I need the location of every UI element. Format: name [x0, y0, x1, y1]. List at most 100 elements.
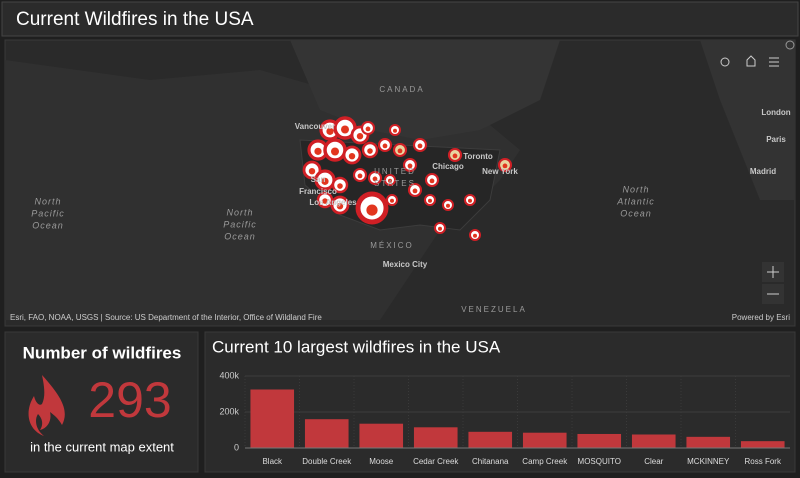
x-tick-label: Camp Creek [522, 457, 568, 466]
fire-core [314, 147, 322, 155]
x-tick-label: Chitanana [472, 457, 509, 466]
fire-core [452, 153, 458, 159]
fire-core [357, 173, 363, 179]
fire-core [388, 178, 392, 183]
map-label: STATES [374, 179, 416, 188]
map-label: New York [482, 167, 518, 176]
fire-core [473, 233, 477, 238]
header [1, 1, 799, 37]
y-tick-label: 200k [219, 406, 239, 416]
map-label: North [622, 184, 649, 194]
bar [686, 436, 731, 448]
search-button[interactable] [715, 52, 737, 74]
powered-by: Powered by Esri [732, 313, 790, 322]
bar [359, 423, 404, 448]
x-tick-label: Cedar Creek [413, 457, 459, 466]
fire-core [412, 188, 418, 194]
x-tick-label: MCKINNEY [687, 457, 730, 466]
fire-core [446, 203, 450, 208]
fire-core [468, 198, 472, 203]
fire-core [326, 127, 334, 135]
home-button[interactable] [746, 55, 756, 67]
bar [468, 431, 513, 448]
map-label: Pacific [223, 219, 257, 229]
bar [577, 433, 622, 448]
map-label: North [226, 207, 253, 217]
fire-core [366, 204, 378, 216]
y-tick-label: 400k [219, 370, 239, 380]
fire-core [308, 168, 316, 175]
fire-icon [28, 375, 65, 436]
x-tick-label: MOSQUITO [578, 457, 621, 466]
bar-chart: 0 200k 400k Black Double Creek Moose Cedar Cre… [219, 370, 790, 466]
indicator-subtitle: in the current map extent [30, 439, 174, 454]
fire-core [348, 153, 356, 160]
fire-core [341, 125, 349, 134]
map-label: Madrid [750, 167, 776, 176]
fire-core [321, 177, 329, 185]
x-tick-label: Moose [369, 457, 394, 466]
map-label: UNITED [374, 167, 416, 176]
map-label: Pacific [31, 208, 65, 218]
map-label: Ocean [620, 208, 652, 218]
map-label: Vancouver [295, 122, 335, 131]
x-tick-label: Clear [644, 457, 663, 466]
map-label: VENEZUELA [461, 305, 527, 314]
indicator-title: Number of wildfires [23, 343, 182, 362]
expand-button[interactable] [785, 40, 795, 50]
map-label: San [311, 175, 326, 184]
bar [631, 434, 676, 448]
chart-panel [204, 331, 796, 473]
search-icon [720, 57, 730, 67]
map-label: Francisco [299, 187, 337, 196]
land [700, 40, 795, 200]
map-label: Atlantic [616, 196, 655, 206]
bar [413, 427, 458, 448]
x-tick-label: Ross Fork [745, 457, 782, 466]
chart-title: Current 10 largest wildfires in the USA [212, 337, 501, 356]
map-label: Los Angeles [309, 198, 357, 207]
bar [250, 389, 295, 448]
map-label: Ocean [224, 231, 256, 241]
y-tick-label: 0 [234, 442, 239, 452]
fire-core [322, 198, 328, 204]
header-title: Current Wildfires in the USA [16, 9, 254, 30]
map-label: North [34, 196, 61, 206]
fire-core [429, 178, 435, 184]
fire-core [372, 176, 378, 182]
fire-core [438, 226, 442, 231]
fire-core [390, 198, 394, 203]
fire-markers [302, 116, 513, 241]
bar [740, 441, 785, 448]
bar [522, 432, 567, 448]
map-label: Toronto [463, 152, 493, 161]
bar [304, 419, 349, 448]
toolbar [741, 52, 785, 74]
attribution: Esri, FAO, NOAA, USGS | Source: US Depar… [10, 313, 322, 322]
x-tick-label: Double Creek [302, 457, 352, 466]
fire-core [393, 128, 397, 133]
indicator-value: 293 [88, 372, 171, 428]
fire-core [336, 203, 344, 210]
legend-button[interactable] [769, 57, 779, 67]
map-label: MÉXICO [370, 241, 414, 250]
fire-core [356, 133, 364, 140]
map-label: Ocean [32, 220, 64, 230]
fire-core [331, 147, 339, 156]
fire-core [407, 163, 413, 169]
fire-core [382, 143, 388, 149]
map-label: CANADA [379, 85, 424, 94]
x-tick-label: Black [262, 457, 283, 466]
fire-core [428, 198, 432, 203]
map-labels: CANADA UNITED STATES Vancouver ChicagoToront… [31, 85, 791, 314]
map-panel[interactable]: CANADA UNITED STATES Vancouver ChicagoToront… [4, 39, 796, 327]
fire-core [365, 126, 371, 132]
indicator-panel [4, 331, 199, 473]
map-label: Mexico City [383, 260, 428, 269]
map-label: Paris [766, 135, 786, 144]
land [290, 40, 560, 140]
map-label: Chicago [432, 162, 464, 171]
fire-core [367, 148, 373, 154]
map-label: London [761, 108, 790, 117]
fire-core [337, 183, 343, 189]
